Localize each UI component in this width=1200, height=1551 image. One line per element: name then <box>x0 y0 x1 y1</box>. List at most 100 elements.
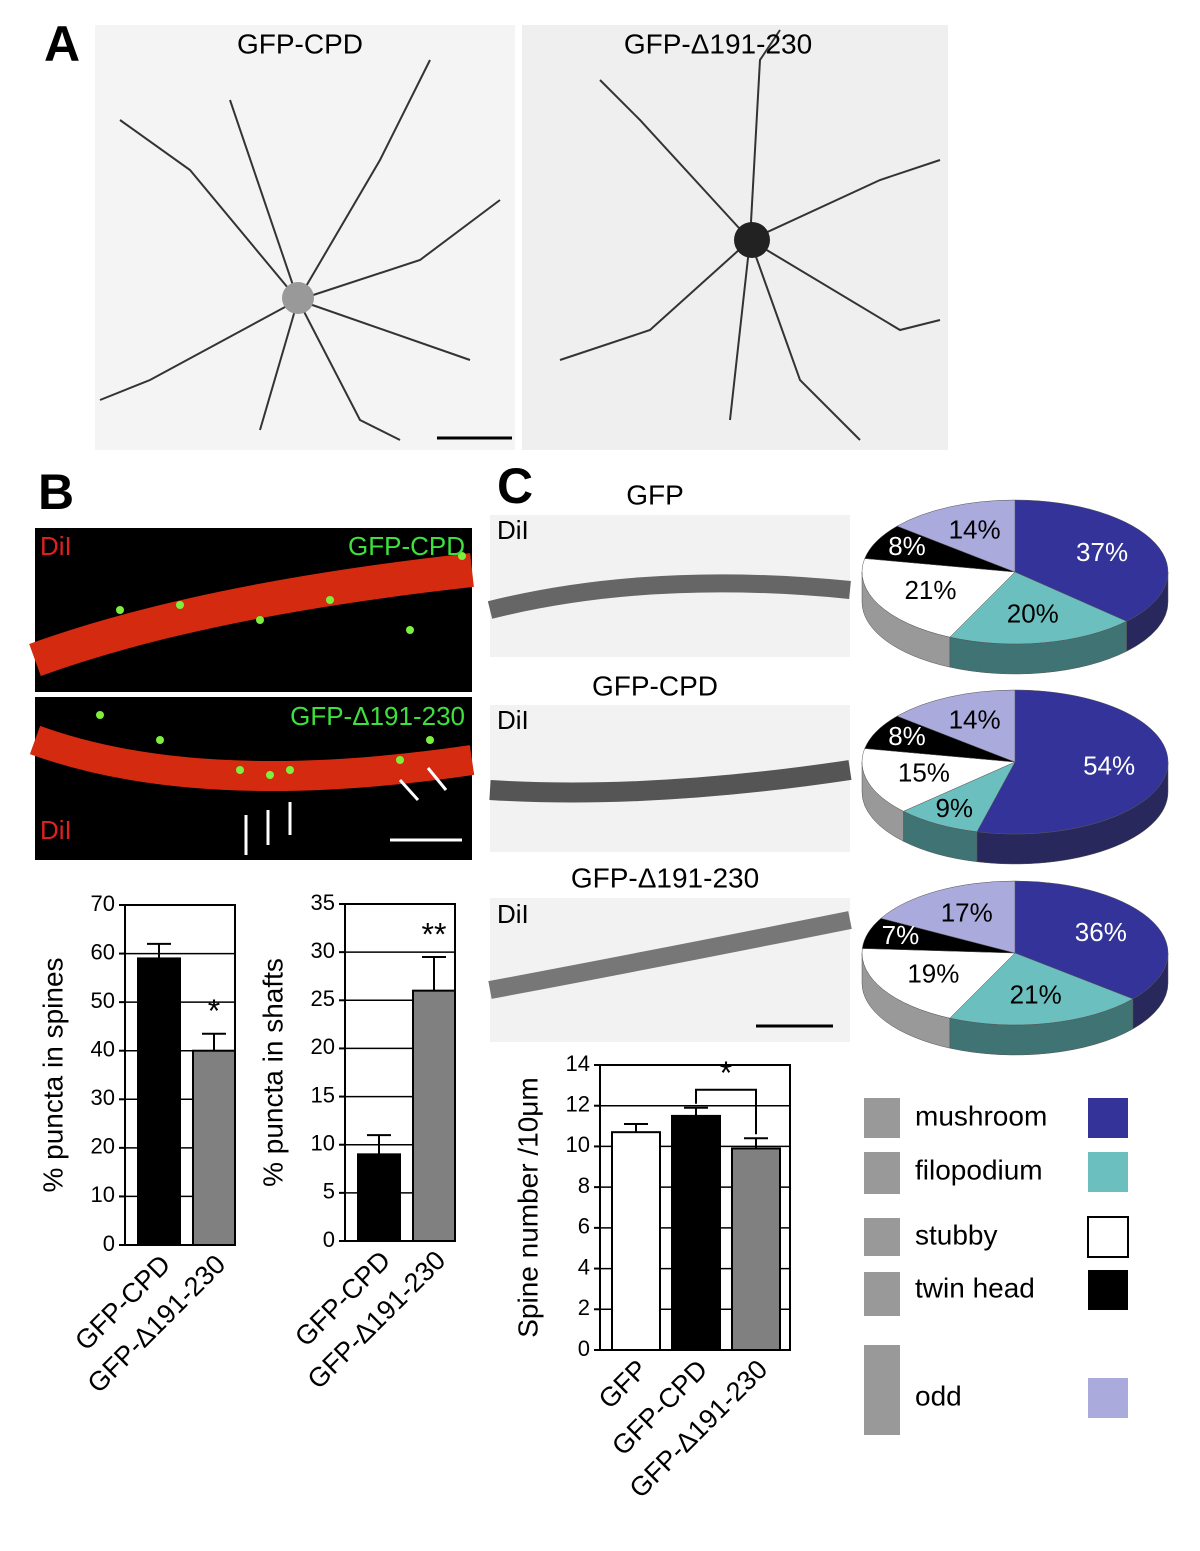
bar <box>357 1153 401 1243</box>
y-tick-label: 10 <box>311 1131 335 1156</box>
dendrite <box>29 553 474 676</box>
y-tick-label: 50 <box>91 988 115 1013</box>
y-tick-label: 12 <box>566 1092 590 1117</box>
legend-label: stubby <box>915 1219 998 1250</box>
y-tick-label: 25 <box>311 986 335 1011</box>
pie-slice <box>949 571 1128 645</box>
legend-thumbnail <box>864 1098 900 1435</box>
y-tick-label: 20 <box>91 1134 115 1159</box>
pie-slice <box>902 761 1016 833</box>
y-axis-label: % puncta in shafts <box>257 958 288 1187</box>
panel-label: B <box>38 464 74 520</box>
image-label: DiI <box>40 531 72 561</box>
image-label: GFP-CPD <box>348 531 465 561</box>
image-label: DiI <box>497 515 529 545</box>
bar <box>671 1114 721 1351</box>
y-tick-label: 10 <box>566 1132 590 1157</box>
significance-label: * <box>720 1055 732 1091</box>
pie-slice <box>880 880 1016 954</box>
pie-value-label: 21% <box>1010 979 1062 1009</box>
y-tick-label: 60 <box>91 939 115 964</box>
pie-value-label: 37% <box>1076 537 1128 567</box>
cell-body <box>734 222 770 258</box>
y-tick-label: 20 <box>311 1034 335 1059</box>
plot-frame <box>599 1064 791 1351</box>
plot-frame <box>344 903 456 1242</box>
y-tick-label: 70 <box>91 891 115 916</box>
y-tick-label: 35 <box>311 890 335 915</box>
image-label: DiI <box>497 899 529 929</box>
image-title: GFP-CPD <box>237 28 363 59</box>
bar <box>137 957 181 1247</box>
pie-value-label: 9% <box>935 793 973 823</box>
image-label: DiI <box>497 705 529 735</box>
y-tick-label: 2 <box>578 1295 590 1320</box>
pie-slice <box>1014 880 1169 1000</box>
legend-label: twin head <box>915 1272 1035 1303</box>
image-label: DiI <box>40 815 72 845</box>
legend-swatch <box>1088 1378 1128 1418</box>
panel-label: C <box>497 458 533 514</box>
y-tick-label: 10 <box>91 1182 115 1207</box>
y-tick-label: 14 <box>566 1051 590 1076</box>
pie-value-label: 14% <box>949 704 1001 734</box>
pie-value-label: 20% <box>1007 599 1059 629</box>
pie-value-label: 8% <box>888 721 926 751</box>
image-label: GFP-Δ191-230 <box>290 701 465 731</box>
pie-slice <box>896 689 1016 763</box>
micrograph <box>490 898 850 1042</box>
y-tick-label: 30 <box>311 938 335 963</box>
pie-slice <box>1014 499 1169 622</box>
dendrite <box>489 760 852 803</box>
y-tick-label: 6 <box>578 1214 590 1239</box>
y-axis-label: Spine number /10μm <box>512 1077 543 1338</box>
y-tick-label: 30 <box>91 1085 115 1110</box>
pie-value-label: 17% <box>941 897 993 927</box>
significance-label: * <box>208 993 220 1029</box>
pie-value-label: 8% <box>888 531 926 561</box>
significance-bracket <box>695 1088 757 1135</box>
legend-label: odd <box>915 1380 962 1411</box>
plot-frame <box>124 904 236 1246</box>
dendrite <box>29 725 475 791</box>
legend-swatch <box>1088 1270 1128 1310</box>
image-title: GFP-Δ191-230 <box>624 28 812 59</box>
micrograph <box>95 25 515 450</box>
y-tick-label: 15 <box>311 1082 335 1107</box>
significance-label: ** <box>422 916 447 952</box>
legend-label: mushroom <box>915 1100 1047 1131</box>
bar <box>412 989 456 1243</box>
pie-slice <box>861 948 1016 1019</box>
pie-slice <box>861 558 1016 638</box>
bar <box>192 1049 236 1246</box>
y-tick-label: 0 <box>578 1336 590 1361</box>
image-title: GFP <box>626 479 684 510</box>
neuron-drawing <box>99 29 941 441</box>
pie-slice <box>896 499 1016 573</box>
legend-swatch <box>1087 1216 1129 1258</box>
pie-slice <box>949 952 1134 1026</box>
image-title: GFP-CPD <box>592 670 718 701</box>
pie-slice <box>861 748 1016 812</box>
arrows <box>244 767 448 855</box>
legend-label: filopodium <box>915 1154 1043 1185</box>
y-tick-label: 5 <box>323 1179 335 1204</box>
pie-value-label: 54% <box>1083 750 1135 780</box>
pie-value-label: 19% <box>907 959 959 989</box>
cell-body <box>282 282 314 314</box>
dendrite <box>487 574 851 619</box>
y-axis-label: % puncta in spines <box>37 957 68 1192</box>
y-tick-label: 4 <box>578 1254 590 1279</box>
image-title: GFP-Δ191-230 <box>571 862 759 893</box>
legend-swatch <box>1088 1098 1128 1138</box>
puncta <box>96 552 466 779</box>
y-tick-label: 40 <box>91 1037 115 1062</box>
dendrite <box>488 911 852 999</box>
bar <box>611 1131 661 1352</box>
pie-value-label: 7% <box>882 920 920 950</box>
pie-value-label: 21% <box>904 575 956 605</box>
bar <box>731 1147 781 1351</box>
legend-swatch <box>1088 1152 1128 1192</box>
y-tick-label: 0 <box>103 1231 115 1256</box>
